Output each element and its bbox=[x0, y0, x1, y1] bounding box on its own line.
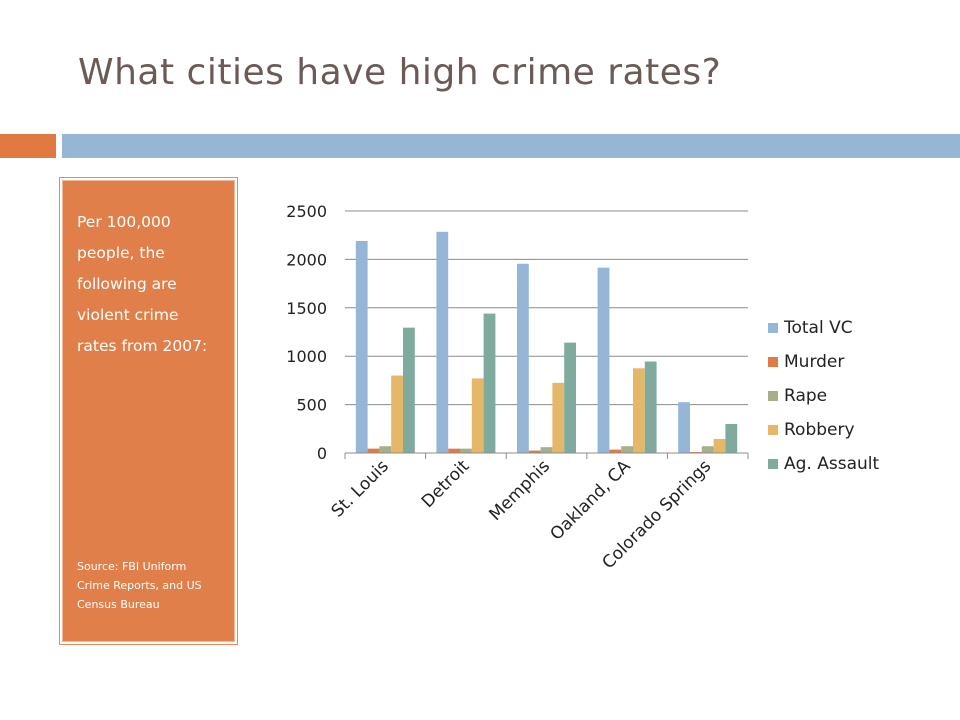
source-text: Source: FBI Uniform Crime Reports, and U… bbox=[77, 560, 202, 611]
bar-ag-assault bbox=[725, 423, 738, 453]
bar-rape bbox=[460, 448, 472, 453]
bar-robbery bbox=[471, 378, 484, 453]
bar-ag-assault bbox=[564, 342, 576, 453]
bar-robbery bbox=[391, 375, 403, 453]
legend-label: Ag. Assault bbox=[784, 454, 879, 474]
y-tick-label: 2000 bbox=[286, 250, 327, 269]
bar-rape bbox=[621, 446, 633, 453]
x-tick-label: Detroit bbox=[418, 456, 474, 512]
bar-robbery bbox=[713, 438, 726, 453]
bar-murder bbox=[367, 448, 380, 453]
legend-label: Murder bbox=[784, 352, 844, 372]
description-box: Per 100,000 people, the following are vi… bbox=[59, 177, 238, 645]
bar-murder bbox=[528, 450, 541, 453]
bar-ag-assault bbox=[644, 361, 657, 453]
y-tick-label: 1000 bbox=[286, 347, 327, 366]
accent-bar-blue bbox=[62, 134, 960, 158]
y-tick-label: 1500 bbox=[286, 299, 327, 318]
bar-murder bbox=[609, 449, 622, 453]
legend-swatch bbox=[768, 459, 778, 469]
legend-swatch bbox=[768, 323, 778, 333]
y-tick-label: 0 bbox=[317, 444, 327, 463]
legend-label: Robbery bbox=[784, 420, 855, 440]
bar-murder bbox=[448, 448, 460, 453]
accent-bar-orange bbox=[0, 134, 56, 158]
x-tick-label: St. Louis bbox=[328, 456, 393, 521]
legend-label: Total VC bbox=[783, 318, 853, 338]
bar-ag-assault bbox=[403, 327, 415, 453]
bar-total-vc bbox=[436, 231, 449, 453]
bar-total-vc bbox=[678, 402, 690, 453]
bar-robbery bbox=[552, 382, 565, 453]
bar-rape bbox=[540, 447, 553, 453]
description-text: Per 100,000 people, the following are vi… bbox=[77, 213, 208, 355]
bar-robbery bbox=[633, 368, 645, 453]
y-tick-label: 2500 bbox=[286, 202, 327, 221]
crime-rate-bar-chart: 0 500 1000 1500 2000 2500 St. Louis Detroit Memp… bbox=[286, 202, 879, 573]
x-tick-label: Memphis bbox=[486, 456, 555, 525]
legend-swatch bbox=[768, 425, 778, 435]
bar-total-vc bbox=[517, 263, 529, 453]
bar-ag-assault bbox=[483, 313, 496, 453]
slide-title: What cities have high crime rates? bbox=[78, 52, 722, 93]
bar-total-vc bbox=[597, 267, 610, 453]
bar-rape bbox=[379, 446, 392, 453]
legend-swatch bbox=[768, 357, 778, 367]
bar-rape bbox=[701, 446, 714, 453]
legend-swatch bbox=[768, 391, 778, 401]
y-tick-label: 500 bbox=[296, 396, 327, 415]
bar-total-vc bbox=[355, 241, 368, 453]
x-tick-label: Oakland, CA bbox=[546, 456, 634, 544]
legend-label: Rape bbox=[784, 386, 827, 406]
